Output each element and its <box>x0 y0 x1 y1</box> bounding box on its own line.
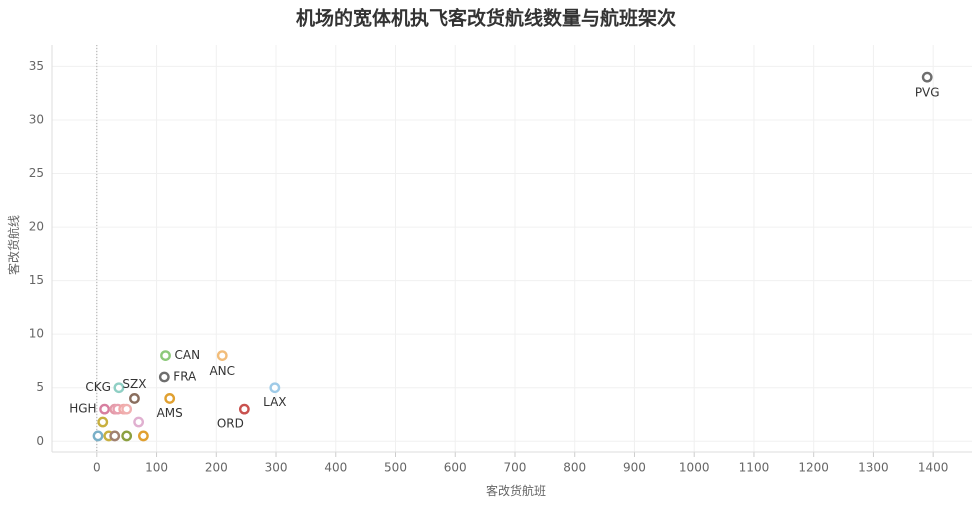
x-tick-label: 1100 <box>739 461 770 475</box>
scatter-point <box>238 403 250 415</box>
scatter-point <box>133 416 145 428</box>
scatter-point <box>216 350 228 362</box>
x-tick-label: 200 <box>205 461 228 475</box>
y-tick-label: 5 <box>36 380 44 394</box>
scatter-point <box>160 350 171 362</box>
point-label: SZX <box>122 377 146 391</box>
point-label: HGH <box>69 402 96 416</box>
scatter-point <box>121 430 133 442</box>
y-tick-label: 30 <box>29 112 44 126</box>
x-tick-label: 400 <box>324 461 347 475</box>
scatter-point <box>109 430 121 442</box>
x-axis-label: 客改货航班 <box>486 483 546 498</box>
x-tick-label: 100 <box>145 461 168 475</box>
scatter-point <box>129 393 140 404</box>
scatter-point <box>158 371 170 383</box>
y-tick-label: 20 <box>29 220 44 234</box>
y-tick-label: 15 <box>29 273 44 287</box>
scatter-point <box>164 393 176 404</box>
scatter-point <box>269 382 281 394</box>
x-tick-label: 700 <box>504 461 527 475</box>
y-tick-label: 35 <box>29 59 44 73</box>
point-label: CAN <box>175 348 201 362</box>
x-tick-label: 500 <box>384 461 407 475</box>
point-label: LAX <box>263 395 286 409</box>
chart-title: 机场的宽体机执飞客改货航线数量与航班架次 <box>296 6 676 29</box>
point-label: ANC <box>209 364 235 378</box>
scatter-point <box>99 403 110 415</box>
x-tick-label: 0 <box>93 461 101 475</box>
x-tick-label: 1300 <box>858 461 889 475</box>
x-tick-label: 800 <box>563 461 586 475</box>
point-label: ORD <box>217 417 244 431</box>
x-tick-label: 1200 <box>798 461 829 475</box>
scatter-point <box>921 71 933 83</box>
x-tick-label: 600 <box>444 461 467 475</box>
x-tick-label: 1000 <box>679 461 710 475</box>
y-axis-label: 客改货航线 <box>6 215 21 275</box>
point-label: CKG <box>85 380 111 394</box>
x-tick-label: 1400 <box>918 461 949 475</box>
x-tick-label: 900 <box>623 461 646 475</box>
scatter-point <box>113 382 125 394</box>
point-label: FRA <box>173 370 197 384</box>
y-tick-label: 25 <box>29 166 44 180</box>
x-tick-label: 300 <box>265 461 288 475</box>
scatter-point <box>97 416 109 428</box>
scatter-point <box>121 403 133 415</box>
scatter-point <box>138 430 149 442</box>
scatter-point <box>92 430 104 442</box>
y-tick-label: 10 <box>29 327 44 341</box>
point-label: AMS <box>157 406 183 420</box>
y-tick-label: 0 <box>36 434 44 448</box>
point-label: PVG <box>915 86 940 100</box>
